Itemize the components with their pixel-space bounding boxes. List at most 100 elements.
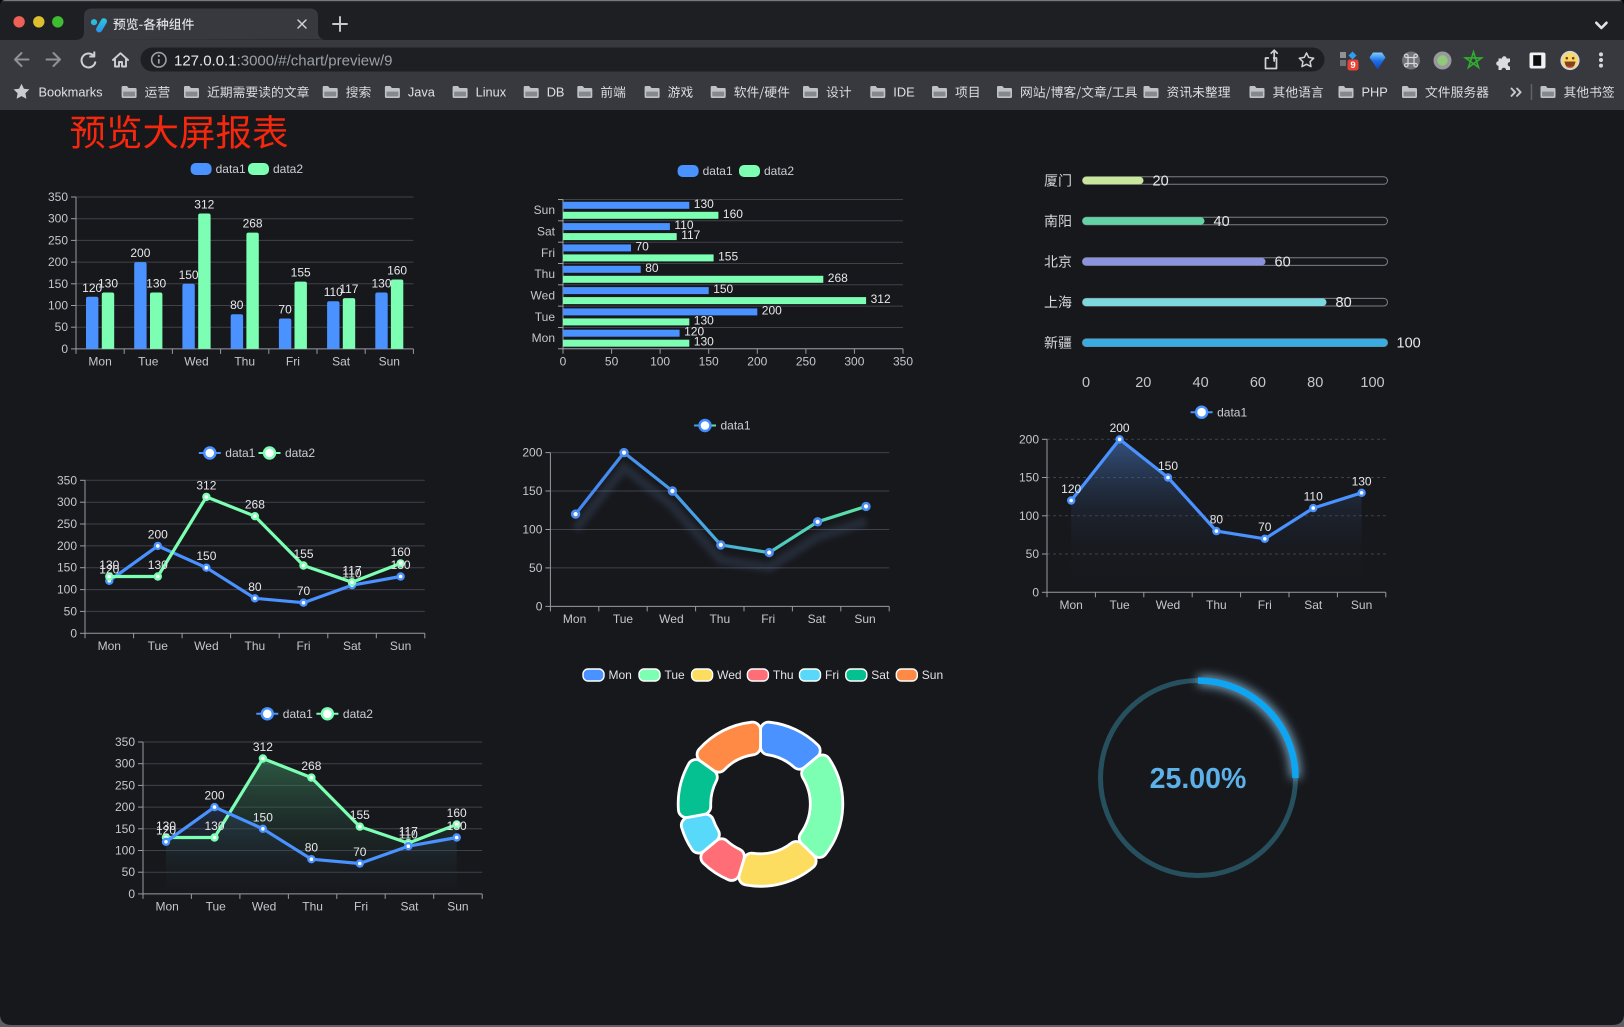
svg-text:200: 200 bbox=[1019, 432, 1039, 446]
svg-text:0: 0 bbox=[70, 626, 77, 640]
svg-text:268: 268 bbox=[301, 759, 321, 773]
svg-text:50: 50 bbox=[1026, 547, 1040, 561]
svg-text:70: 70 bbox=[278, 303, 292, 317]
svg-text:130: 130 bbox=[99, 558, 119, 572]
svg-text:155: 155 bbox=[293, 547, 313, 561]
svg-text:Tue: Tue bbox=[138, 354, 159, 368]
svg-text:Thu: Thu bbox=[302, 899, 323, 913]
svg-text:Thu: Thu bbox=[709, 612, 730, 626]
svg-text:Sun: Sun bbox=[922, 668, 943, 682]
svg-text:117: 117 bbox=[681, 228, 700, 242]
svg-text:Sun: Sun bbox=[854, 612, 875, 626]
svg-text:268: 268 bbox=[243, 217, 263, 231]
svg-text:155: 155 bbox=[350, 808, 370, 822]
svg-text:160: 160 bbox=[447, 806, 467, 820]
svg-text:Mon: Mon bbox=[609, 668, 632, 682]
svg-text:Thu: Thu bbox=[1206, 598, 1227, 612]
svg-text:Sun: Sun bbox=[390, 639, 411, 653]
svg-text:Sat: Sat bbox=[537, 225, 556, 239]
svg-text:80: 80 bbox=[305, 841, 319, 855]
svg-text:120: 120 bbox=[99, 562, 119, 576]
svg-text:100: 100 bbox=[1360, 375, 1384, 391]
svg-text:200: 200 bbox=[57, 539, 77, 553]
svg-text:80: 80 bbox=[248, 580, 262, 594]
svg-text:300: 300 bbox=[57, 495, 77, 509]
svg-text:100: 100 bbox=[57, 583, 77, 597]
svg-text:0: 0 bbox=[560, 354, 567, 368]
svg-text:268: 268 bbox=[245, 498, 265, 512]
svg-text:Wed: Wed bbox=[659, 612, 683, 626]
svg-text:Tue: Tue bbox=[206, 899, 227, 913]
svg-text:20: 20 bbox=[1153, 174, 1169, 190]
svg-text:200: 200 bbox=[522, 446, 542, 460]
svg-text:130: 130 bbox=[694, 335, 714, 349]
svg-text:200: 200 bbox=[148, 527, 168, 541]
svg-text:120: 120 bbox=[82, 281, 102, 295]
svg-text:130: 130 bbox=[447, 819, 467, 833]
svg-text:Mon: Mon bbox=[98, 639, 121, 653]
svg-text:0: 0 bbox=[61, 342, 68, 356]
svg-text:Fri: Fri bbox=[1258, 598, 1272, 612]
svg-text:100: 100 bbox=[48, 299, 68, 313]
svg-text:155: 155 bbox=[291, 266, 311, 280]
svg-text:312: 312 bbox=[253, 740, 273, 754]
svg-text:Wed: Wed bbox=[252, 899, 276, 913]
svg-text:150: 150 bbox=[253, 810, 273, 824]
svg-text:50: 50 bbox=[64, 604, 78, 618]
svg-text:Java: Java bbox=[408, 85, 436, 100]
svg-text:Thu: Thu bbox=[534, 267, 555, 281]
svg-text:data2: data2 bbox=[273, 162, 303, 176]
svg-text:120: 120 bbox=[684, 325, 704, 339]
svg-text:100: 100 bbox=[115, 844, 135, 858]
svg-text:100: 100 bbox=[1019, 509, 1039, 523]
svg-text:Sat: Sat bbox=[400, 899, 419, 913]
svg-text:data1: data1 bbox=[721, 419, 751, 433]
svg-text:PHP: PHP bbox=[1362, 85, 1388, 100]
svg-text:Wed: Wed bbox=[717, 668, 741, 682]
svg-text:0: 0 bbox=[1082, 375, 1090, 391]
svg-text:130: 130 bbox=[98, 277, 118, 291]
svg-text:Wed: Wed bbox=[194, 639, 218, 653]
svg-text:80: 80 bbox=[1307, 375, 1323, 391]
svg-text:Sat: Sat bbox=[871, 668, 890, 682]
svg-text:200: 200 bbox=[130, 246, 150, 260]
svg-text:160: 160 bbox=[387, 264, 407, 278]
svg-text:200: 200 bbox=[48, 255, 68, 269]
svg-text:312: 312 bbox=[196, 478, 216, 492]
svg-text:Thu: Thu bbox=[234, 354, 255, 368]
svg-text:Fri: Fri bbox=[297, 639, 311, 653]
svg-text:Thu: Thu bbox=[245, 639, 266, 653]
svg-text:350: 350 bbox=[115, 735, 135, 749]
svg-text:300: 300 bbox=[48, 212, 68, 226]
svg-text:70: 70 bbox=[353, 845, 367, 859]
svg-text:155: 155 bbox=[718, 249, 738, 263]
svg-text:Thu: Thu bbox=[773, 668, 794, 682]
svg-text:200: 200 bbox=[747, 354, 767, 368]
svg-text:data2: data2 bbox=[285, 446, 315, 460]
svg-text:40: 40 bbox=[1193, 375, 1209, 391]
svg-text:160: 160 bbox=[391, 545, 411, 559]
svg-text:130: 130 bbox=[146, 277, 166, 291]
svg-text:120: 120 bbox=[1061, 482, 1081, 496]
svg-text:130: 130 bbox=[148, 558, 168, 572]
svg-text:data1: data1 bbox=[283, 707, 313, 721]
svg-text:250: 250 bbox=[115, 778, 135, 792]
svg-text:0: 0 bbox=[128, 887, 135, 901]
svg-text:Sat: Sat bbox=[808, 612, 827, 626]
svg-text:150: 150 bbox=[522, 484, 542, 498]
svg-text:Tue: Tue bbox=[148, 639, 169, 653]
svg-text:110: 110 bbox=[399, 828, 418, 842]
svg-text:50: 50 bbox=[55, 320, 69, 334]
svg-text:117: 117 bbox=[399, 825, 418, 839]
svg-text:127.0.0.1:3000/#/chart/preview: 127.0.0.1:3000/#/chart/preview/9 bbox=[174, 52, 393, 69]
svg-text:Mon: Mon bbox=[1060, 598, 1083, 612]
svg-text:130: 130 bbox=[694, 197, 714, 211]
svg-text:Tue: Tue bbox=[665, 668, 686, 682]
svg-text:Mon: Mon bbox=[156, 899, 179, 913]
svg-text:Bookmarks: Bookmarks bbox=[39, 85, 103, 100]
svg-text:50: 50 bbox=[529, 561, 543, 575]
svg-text:Sun: Sun bbox=[447, 899, 468, 913]
svg-text:Sun: Sun bbox=[1351, 598, 1372, 612]
svg-text:Fri: Fri bbox=[761, 612, 775, 626]
svg-text:0: 0 bbox=[536, 599, 543, 613]
